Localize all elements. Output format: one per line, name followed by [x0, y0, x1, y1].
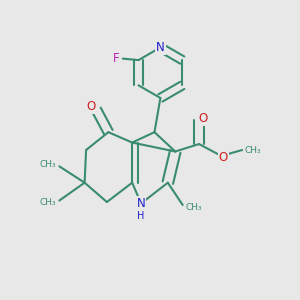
Text: O: O	[86, 100, 95, 113]
Text: CH₃: CH₃	[244, 146, 261, 154]
Text: N: N	[137, 197, 146, 210]
Text: CH₃: CH₃	[40, 197, 56, 206]
Text: O: O	[218, 151, 228, 164]
Text: H: H	[137, 211, 145, 221]
Text: N: N	[156, 41, 165, 54]
Text: CH₃: CH₃	[185, 203, 202, 212]
Text: CH₃: CH₃	[40, 160, 56, 169]
Text: F: F	[113, 52, 119, 65]
Text: O: O	[198, 112, 208, 125]
